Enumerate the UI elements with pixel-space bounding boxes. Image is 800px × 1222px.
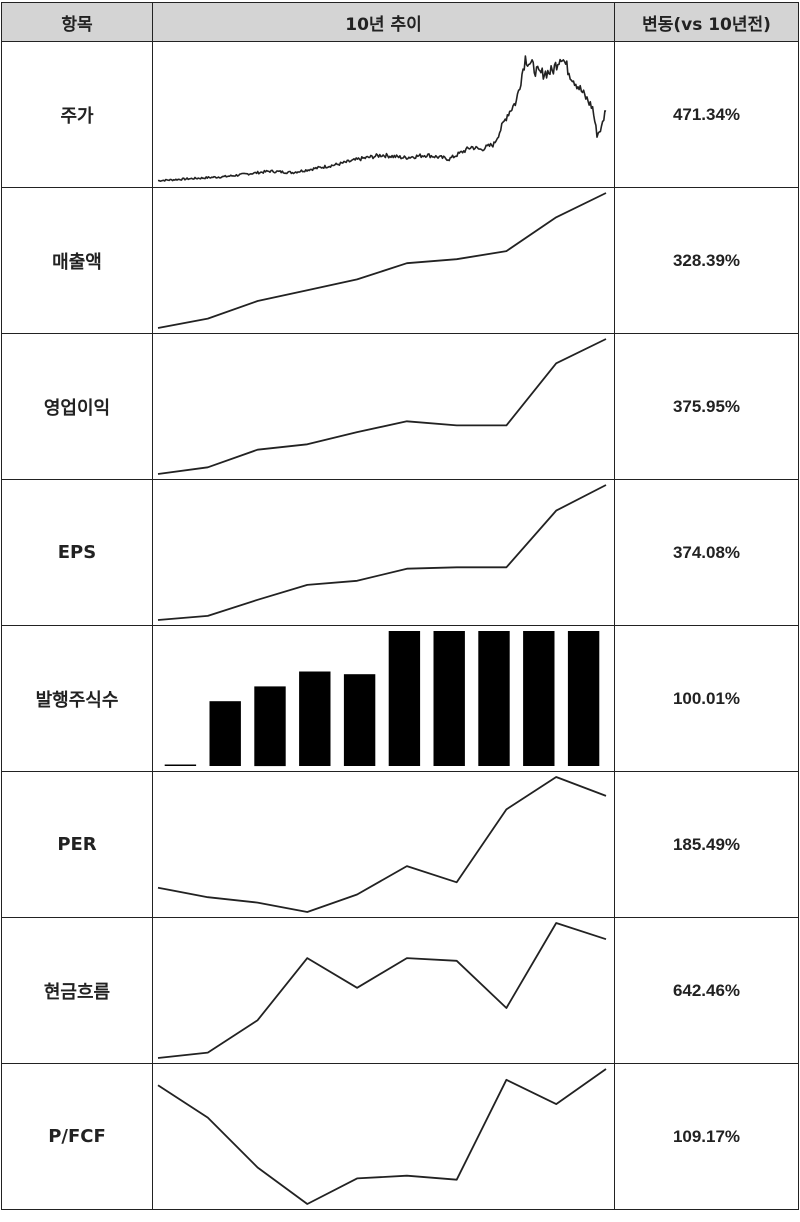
change-value: 109.17% [614, 1063, 799, 1210]
row-label: 매출액 [1, 187, 153, 334]
bar [164, 764, 197, 766]
change-value: 374.08% [614, 479, 799, 626]
header-row: 항목 10년 추이 변동(vs 10년전) [1, 2, 799, 42]
sparkline-chart [157, 1068, 607, 1205]
header-change: 변동(vs 10년전) [614, 2, 799, 42]
bar [299, 671, 331, 766]
bar-chart-cell [152, 625, 615, 772]
table-row-operating-profit: 영업이익 375.95% [1, 333, 799, 480]
row-label: P/FCF [1, 1063, 153, 1210]
bar-chart [164, 631, 600, 767]
bar [209, 701, 241, 766]
table-row-p-fcf: P/FCF 109.17% [1, 1063, 799, 1210]
sparkline-cell [152, 771, 615, 918]
change-value: 100.01% [614, 625, 799, 772]
bar [433, 631, 465, 766]
sparkline-chart [157, 776, 607, 913]
trend-line [157, 338, 607, 475]
sparkline-chart [157, 922, 607, 1059]
table-row-per: PER 185.49% [1, 771, 799, 918]
sparkline-chart [157, 484, 607, 621]
sparkline-cell [152, 479, 615, 626]
row-label: 주가 [1, 41, 153, 188]
change-value: 471.34% [614, 41, 799, 188]
trend-line [157, 55, 607, 182]
bar [388, 631, 421, 766]
change-value: 328.39% [614, 187, 799, 334]
bar [567, 631, 600, 766]
sparkline-cell [152, 333, 615, 480]
trend-line [157, 1068, 607, 1205]
row-label: 현금흐름 [1, 917, 153, 1064]
row-label: EPS [1, 479, 153, 626]
row-label: 영업이익 [1, 333, 153, 480]
sparkline-cell [152, 1063, 615, 1210]
sparkline-chart [157, 192, 607, 329]
sparkline-cell [152, 41, 615, 188]
change-value: 642.46% [614, 917, 799, 1064]
row-label: 발행주식수 [1, 625, 153, 772]
trend-line [157, 192, 607, 329]
table-row-revenue: 매출액 328.39% [1, 187, 799, 334]
header-item: 항목 [1, 2, 153, 42]
sparkline-chart [157, 55, 607, 182]
table-row-shares-outstanding: 발행주식수 100.01% [1, 625, 799, 772]
bar [523, 631, 555, 766]
table-row-cash-flow: 현금흐름 642.46% [1, 917, 799, 1064]
trend-line [157, 776, 607, 913]
change-value: 375.95% [614, 333, 799, 480]
trend-line [157, 484, 607, 621]
row-label: PER [1, 771, 153, 918]
sparkline-cell [152, 187, 615, 334]
bar [478, 631, 510, 766]
bar [343, 674, 376, 766]
sparkline-cell [152, 917, 615, 1064]
header-trend: 10년 추이 [152, 2, 615, 42]
sparkline-chart [157, 338, 607, 475]
table-row-eps: EPS 374.08% [1, 479, 799, 626]
table-row-stock-price: 주가 471.34% [1, 41, 799, 188]
change-value: 185.49% [614, 771, 799, 918]
trend-line [157, 922, 607, 1059]
bar [254, 686, 286, 767]
